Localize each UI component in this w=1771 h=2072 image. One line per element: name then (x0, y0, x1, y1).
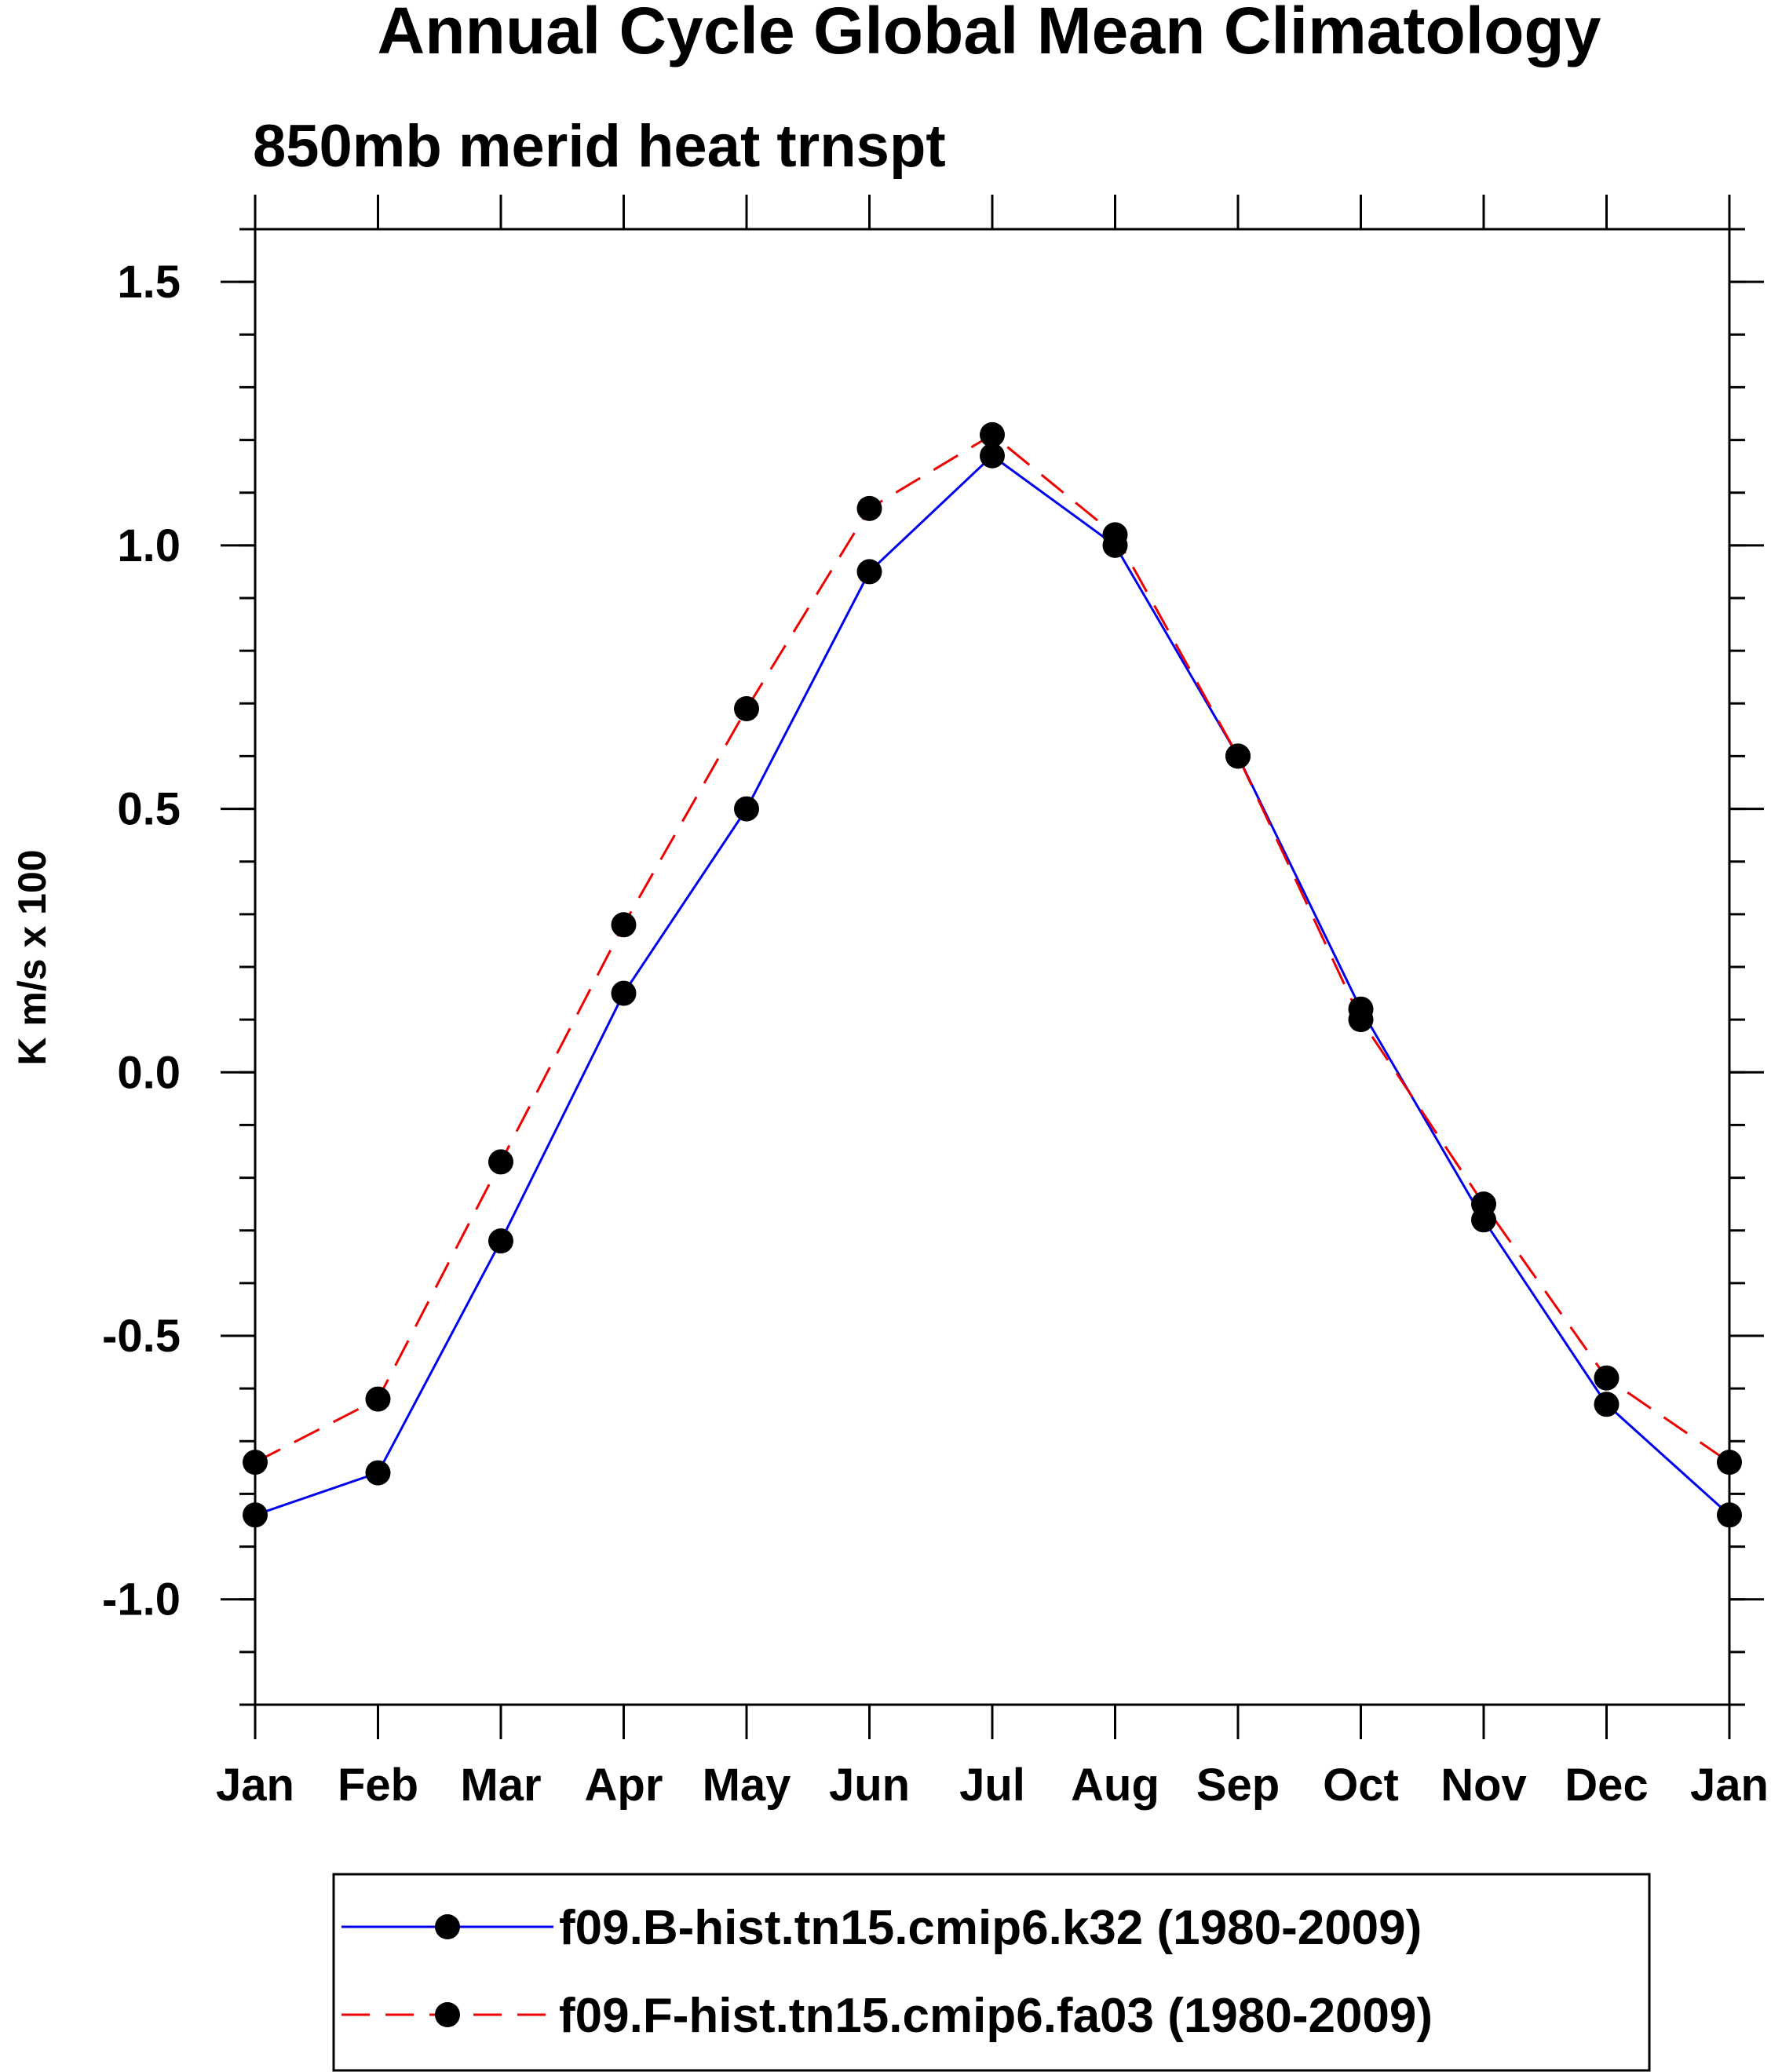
x-tick-label: May (703, 1760, 791, 1811)
series-line-2 (254, 433, 1730, 1464)
series-1-point (243, 1502, 268, 1528)
chart-title: Annual Cycle Global Mean Climatology (378, 0, 1601, 67)
series-2-point (980, 421, 1005, 447)
y-tick-label: 1.0 (117, 520, 181, 571)
series-2-point (1471, 1191, 1496, 1217)
axes: Jan Feb Mar Apr May Jun Jul Aug Sep Oct Nov Dec Jan -… (102, 195, 1769, 1811)
x-tick-label: Oct (1323, 1760, 1399, 1811)
x-tick-label: Nov (1441, 1760, 1527, 1811)
x-tick-label: Aug (1071, 1760, 1159, 1811)
series-line-1 (254, 454, 1731, 1516)
legend: f09.B-hist.tn15.cmip6.k32 (1980-2009) f09… (332, 1873, 1651, 2072)
series-2-point (856, 495, 882, 521)
x-tick-label: Jan (1690, 1760, 1769, 1811)
y-tick-label: 0.5 (117, 784, 181, 835)
legend-label-1: f09.B-hist.tn15.cmip6.k32 (1980-2009) (559, 1901, 1422, 1955)
chart-subtitle: 850mb merid heat trnspt (253, 113, 946, 180)
x-tick-label: Jul (959, 1760, 1025, 1811)
series-1-point (611, 980, 637, 1006)
series-layer (243, 421, 1742, 1528)
x-tick-label: Sep (1196, 1760, 1280, 1811)
series-1-point (980, 443, 1005, 469)
series-1-point (488, 1228, 513, 1254)
x-tick-label: Mar (460, 1760, 541, 1811)
series-2-point (243, 1450, 268, 1476)
series-1-point (1717, 1502, 1742, 1528)
series-1-point (734, 796, 759, 822)
x-tick-label: Feb (338, 1760, 418, 1811)
legend-marker-1 (435, 1914, 460, 1939)
series-2-point (1348, 1007, 1374, 1033)
series-1-point (856, 559, 882, 585)
series-1-point (1594, 1392, 1619, 1417)
legend-box (332, 1873, 1651, 2072)
series-2-point (1717, 1450, 1742, 1476)
x-tick-label: Jun (829, 1760, 910, 1811)
y-axis-label: K m/s x 100 (10, 849, 54, 1065)
series-2-point (734, 696, 759, 721)
series-2-point (611, 912, 637, 938)
y-tick-label: 0.0 (117, 1047, 181, 1098)
series-2-point (1102, 522, 1128, 548)
y-tick-label: -1.0 (102, 1574, 181, 1625)
series-2-point (488, 1149, 513, 1175)
series-2-point (1225, 743, 1251, 769)
series-2-point (1594, 1365, 1619, 1391)
x-tick-label: Jan (216, 1760, 294, 1811)
y-tick-label: 1.5 (117, 257, 181, 308)
x-tick-label: Apr (585, 1760, 663, 1811)
series-2-point (365, 1386, 391, 1412)
legend-marker-2 (435, 2002, 460, 2027)
series-1-point (365, 1460, 391, 1486)
y-tick-label: -0.5 (102, 1311, 181, 1362)
x-tick-label: Dec (1565, 1760, 1648, 1811)
legend-label-2: f09.F-hist.tn15.cmip6.fa03 (1980-2009) (559, 1989, 1433, 2043)
